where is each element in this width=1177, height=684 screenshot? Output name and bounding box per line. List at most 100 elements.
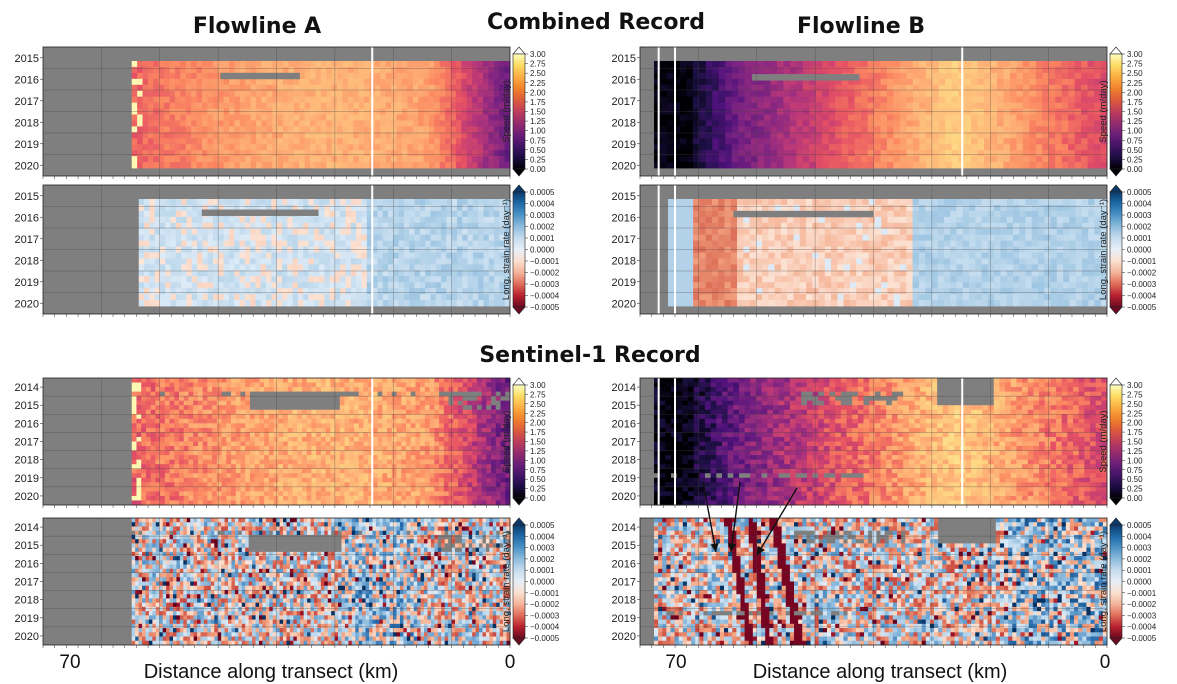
heatmap-cell: [144, 253, 150, 259]
heatmap-cell: [478, 115, 484, 121]
heatmap-cell: [413, 73, 419, 79]
heatmap-cell: [1068, 120, 1075, 126]
heatmap-cell: [738, 103, 745, 109]
heatmap-cell: [835, 156, 842, 162]
heatmap-cell: [456, 162, 462, 168]
heatmap-cell: [1010, 91, 1017, 97]
heatmap-cell: [202, 138, 208, 144]
heatmap-cell: [213, 103, 219, 109]
heatmap-cell: [330, 211, 336, 217]
heatmap-cell: [165, 199, 171, 205]
heatmap-cell: [132, 126, 138, 132]
heatmap-cell: [251, 144, 257, 150]
heatmap-cell: [294, 126, 300, 132]
heatmap-cell: [842, 144, 849, 150]
heatmap-cell: [783, 150, 790, 156]
heatmap-cell: [499, 156, 505, 162]
heatmap-cell: [186, 120, 192, 126]
heatmap-cell: [848, 138, 855, 144]
heatmap-cell: [478, 126, 484, 132]
heatmap-cell: [153, 126, 159, 132]
heatmap-cell: [375, 144, 381, 150]
heatmap-cell: [332, 150, 338, 156]
heatmap-cell: [348, 144, 354, 150]
heatmap-cell: [207, 73, 213, 79]
heatmap-cell: [445, 79, 451, 85]
heatmap-cell: [952, 138, 959, 144]
heatmap-cell: [278, 79, 284, 85]
heatmap-cell: [881, 132, 888, 138]
heatmap-cell: [208, 253, 214, 259]
heatmap-cell: [148, 61, 154, 67]
heatmap-cell: [706, 91, 713, 97]
heatmap-cell: [861, 67, 868, 73]
heatmap-cell: [738, 138, 745, 144]
heatmap-cell: [170, 61, 176, 67]
heatmap-cell: [1023, 79, 1030, 85]
heatmap-cell: [719, 79, 726, 85]
heatmap-cell: [505, 73, 511, 79]
heatmap-cell: [149, 211, 155, 217]
heatmap-cell: [461, 138, 467, 144]
heatmap-cell: [441, 211, 447, 217]
heatmap-cell: [192, 199, 198, 205]
heatmap-cell: [176, 211, 182, 217]
heatmap-cell: [218, 235, 224, 241]
heatmap-cell: [424, 115, 430, 121]
heatmap-cell: [467, 67, 473, 73]
heatmap-cell: [170, 91, 176, 97]
heatmap-cell: [764, 103, 771, 109]
heatmap-cell: [407, 61, 413, 67]
heatmap-cell: [287, 241, 293, 247]
heatmap-cell: [229, 67, 235, 73]
heatmap-cell: [299, 144, 305, 150]
title-flowline-a: Flowline A: [193, 14, 321, 39]
heatmap-cell: [461, 67, 467, 73]
heatmap-cell: [472, 61, 478, 67]
heatmap-cell: [488, 79, 494, 85]
heatmap-cell: [181, 235, 187, 241]
heatmap-cell: [164, 61, 170, 67]
heatmap-cell: [430, 211, 436, 217]
combined-a-speed-tick-2016: 2016: [15, 74, 39, 86]
heatmap-cell: [324, 229, 330, 235]
heatmap-cell: [375, 61, 381, 67]
heatmap-cell: [1055, 79, 1062, 85]
heatmap-cell: [202, 67, 208, 73]
heatmap-cell: [143, 91, 149, 97]
heatmap-cell: [452, 199, 458, 205]
heatmap-cell: [434, 126, 440, 132]
heatmap-cell: [186, 97, 192, 103]
heatmap-cell: [1081, 144, 1088, 150]
heatmap-cell: [997, 61, 1004, 67]
heatmap-cell: [171, 217, 177, 223]
heatmap-cell: [1016, 162, 1023, 168]
heatmap-cell: [1075, 120, 1082, 126]
heatmap-cell: [680, 120, 687, 126]
heatmap-cell: [494, 115, 500, 121]
combined-a-speed-colorbar-tick: 1.25: [530, 117, 546, 126]
heatmap-cell: [984, 138, 991, 144]
heatmap-cell: [693, 61, 700, 67]
heatmap-cell: [881, 156, 888, 162]
heatmap-cell: [272, 79, 278, 85]
heatmap-cell: [283, 150, 289, 156]
heatmap-cell: [256, 132, 262, 138]
heatmap-cell: [245, 79, 251, 85]
heatmap-cell: [137, 162, 143, 168]
heatmap-cell: [978, 115, 985, 121]
heatmap-cell: [1016, 61, 1023, 67]
heatmap-cell: [346, 211, 352, 217]
combined-b-speed-colorbar-tick: 0.50: [1127, 146, 1143, 155]
heatmap-cell: [1075, 150, 1082, 156]
heatmap-cell: [997, 67, 1004, 73]
combined-a-speed-colorbar-tick: 2.25: [530, 79, 546, 88]
heatmap-cell: [283, 120, 289, 126]
heatmap-cell: [402, 126, 408, 132]
heatmap-cell: [171, 241, 177, 247]
heatmap-cell: [816, 126, 823, 132]
heatmap-cell: [197, 67, 203, 73]
heatmap-cell: [197, 241, 203, 247]
heatmap-cell: [952, 97, 959, 103]
heatmap-cell: [478, 97, 484, 103]
